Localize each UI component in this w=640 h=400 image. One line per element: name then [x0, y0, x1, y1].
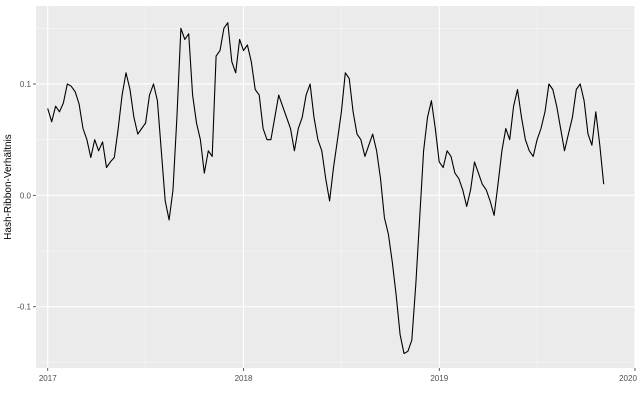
y-tick-label: 0.0 — [20, 191, 32, 200]
y-axis-ticks: -0.1 0.0 0.1 — [17, 80, 36, 312]
x-tick-label: 2019 — [430, 374, 448, 383]
y-tick-label: 0.1 — [20, 80, 32, 89]
y-tick-label: -0.1 — [17, 303, 31, 312]
series-line — [47, 22, 605, 355]
y-axis-title: Hash-Ribbon-Verhältnis — [3, 134, 14, 240]
x-axis-ticks: 2017 2018 2019 2020 — [39, 368, 637, 383]
plot-panel — [36, 6, 635, 368]
x-tick-label: 2020 — [619, 374, 637, 383]
x-tick-label: 2018 — [235, 374, 253, 383]
x-tick-label: 2017 — [39, 374, 57, 383]
grid-lines — [36, 6, 636, 368]
